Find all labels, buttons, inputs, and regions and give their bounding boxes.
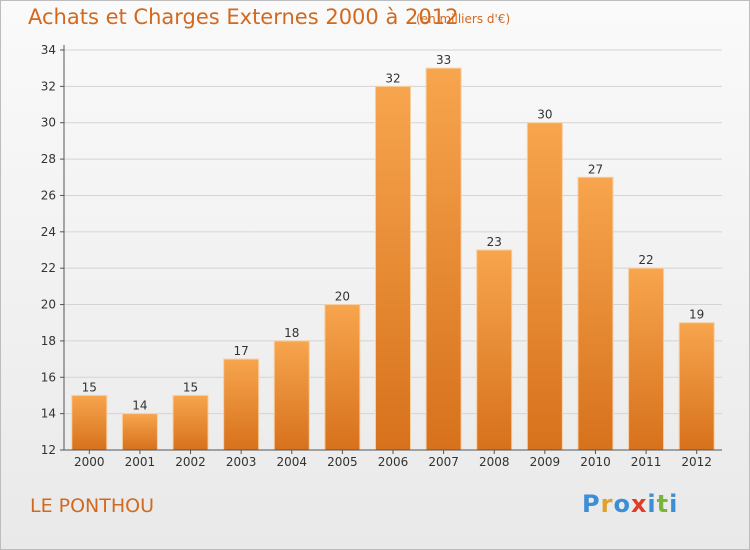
bar-2006 [375, 85, 411, 451]
bar-2004 [273, 340, 310, 451]
bar-value-label: 15 [82, 380, 97, 394]
bar-value-label: 19 [689, 308, 704, 322]
bar-2009 [526, 122, 563, 451]
logo-letter: t [656, 490, 670, 518]
bar-value-label: 27 [588, 162, 603, 176]
bar-value-label: 33 [436, 53, 451, 67]
y-tick-label: 22 [41, 261, 56, 275]
chart-subtitle: (en milliers d'€) [416, 12, 511, 26]
y-tick-label: 26 [41, 188, 56, 202]
proxiti-logo: Proxiti [582, 490, 678, 518]
chart-title: Achats et Charges Externes 2000 à 2012 [28, 5, 459, 29]
bar-value-label: 30 [537, 108, 552, 122]
y-tick-label: 24 [41, 225, 56, 239]
logo-letter: x [630, 490, 648, 518]
bar-value-label: 15 [183, 380, 198, 394]
bar-2000 [71, 394, 108, 451]
bar-value-label: 17 [234, 344, 249, 358]
x-tick-label: 2005 [327, 455, 358, 469]
bars: 15 14 15 17 18 20 32 33 23 30 27 22 19 [71, 53, 715, 451]
bar-value-label: 23 [487, 235, 502, 249]
y-tick-label: 12 [41, 443, 56, 457]
x-tick-label: 2003 [226, 455, 257, 469]
x-tick-label: 2010 [580, 455, 611, 469]
y-tick-label: 20 [41, 298, 56, 312]
x-tick-label: 2001 [125, 455, 156, 469]
bar-2011 [628, 267, 665, 451]
bar-2003 [223, 358, 260, 451]
bar-2010 [577, 176, 614, 451]
bar-2012 [678, 322, 715, 451]
bar-2007 [425, 67, 462, 451]
commune-name: LE PONTHOU [30, 495, 155, 517]
bar-2008 [476, 249, 513, 451]
bar-value-label: 18 [284, 326, 299, 340]
logo-letter: i [647, 490, 657, 518]
x-tick-label: 2006 [378, 455, 409, 469]
y-tick-label: 30 [41, 116, 56, 130]
logo-letter: o [613, 490, 631, 518]
axes: 12 14 16 18 20 22 24 26 28 30 32 34 2000 2001 2002 2003… [41, 43, 722, 469]
x-tick-label: 2008 [479, 455, 510, 469]
x-tick-label: 2009 [530, 455, 561, 469]
bar-2005 [324, 304, 361, 451]
y-tick-label: 34 [41, 43, 56, 57]
logo-letter: P [582, 490, 601, 518]
y-tick-label: 32 [41, 79, 56, 93]
x-tick-label: 2004 [276, 455, 307, 469]
logo-letter: r [600, 490, 614, 518]
y-tick-label: 28 [41, 152, 56, 166]
bar-value-label: 32 [385, 71, 400, 85]
x-tick-label: 2007 [428, 455, 459, 469]
y-tick-label: 14 [41, 407, 56, 421]
x-tick-label: 2000 [74, 455, 105, 469]
bar-value-label: 14 [132, 399, 147, 413]
bar-2002 [172, 394, 209, 451]
y-tick-label: 16 [41, 370, 56, 384]
x-tick-label: 2002 [175, 455, 206, 469]
logo-letter: i [669, 490, 679, 518]
bar-2001 [121, 413, 158, 451]
bar-value-label: 22 [638, 253, 653, 267]
bar-value-label: 20 [335, 290, 350, 304]
x-tick-label: 2011 [631, 455, 662, 469]
x-tick-label: 2012 [681, 455, 712, 469]
y-tick-label: 18 [41, 334, 56, 348]
